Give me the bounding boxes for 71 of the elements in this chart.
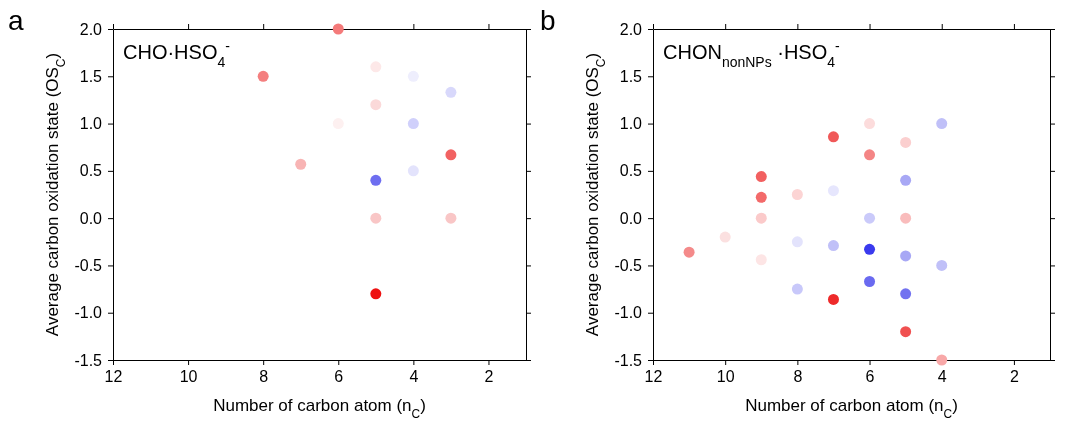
point — [864, 276, 876, 287]
point — [936, 354, 948, 366]
y-tick-label: 1.0 — [619, 115, 643, 133]
x-tick-label: 12 — [644, 368, 663, 386]
x-tick-label: 2 — [1009, 368, 1019, 386]
y-tick-label: 0.5 — [619, 162, 643, 180]
x-tick-label: 4 — [409, 368, 419, 386]
point — [295, 158, 307, 170]
x-tick-label: 6 — [334, 368, 344, 386]
point — [370, 99, 382, 111]
y-tick-label: 0.0 — [619, 209, 643, 227]
y-tick-label: 2.0 — [619, 20, 643, 38]
point — [900, 288, 912, 300]
point — [332, 23, 344, 35]
point — [900, 250, 912, 262]
y-tick-label: 2.0 — [79, 20, 103, 38]
point — [864, 243, 876, 255]
point — [719, 231, 731, 243]
text: a — [8, 5, 24, 36]
x-tick-label: 4 — [937, 368, 947, 386]
x-tick-label: 2 — [484, 368, 494, 386]
x-axis-title: Number of carbon atom (n$_{C}$) — [213, 396, 426, 421]
point — [755, 171, 767, 183]
point — [370, 174, 382, 186]
point — [791, 189, 803, 200]
y-tick-label: 0.5 — [79, 162, 103, 180]
point — [827, 293, 839, 305]
x-tick-label: 10 — [716, 368, 735, 386]
y-tick-label: -0.5 — [614, 257, 643, 275]
y-tick-label: 1.5 — [79, 67, 103, 85]
x-tick-label: 12 — [104, 368, 123, 386]
point — [445, 86, 457, 98]
y-tick-label: -1.0 — [74, 304, 103, 322]
point — [864, 149, 876, 161]
point — [370, 212, 382, 224]
point — [445, 212, 457, 224]
point — [827, 240, 839, 252]
x-tick-label: 6 — [865, 368, 875, 386]
point — [791, 236, 803, 248]
x-axis-title: Number of carbon atom (n$_{C}$) — [745, 396, 958, 421]
y-tick-label: 0.0 — [79, 209, 103, 227]
x-tick-label: 10 — [179, 368, 198, 386]
point — [900, 137, 912, 148]
point — [257, 70, 269, 82]
y-tick-label: -1.5 — [74, 351, 103, 369]
x-tick-label: 8 — [259, 368, 269, 386]
x-tick-label: 8 — [793, 368, 803, 386]
point — [936, 118, 948, 130]
point — [755, 254, 767, 266]
point — [370, 288, 382, 300]
point — [407, 165, 419, 177]
point — [791, 283, 803, 295]
point — [864, 118, 876, 130]
y-tick-label: -1.0 — [614, 304, 643, 322]
point — [900, 326, 912, 338]
y-tick-label: -0.5 — [74, 257, 103, 275]
point — [755, 191, 767, 203]
point — [755, 212, 767, 224]
y-tick-label: -1.5 — [614, 351, 643, 369]
point — [827, 131, 839, 143]
y-tick-label: 1.5 — [619, 67, 643, 85]
point — [683, 246, 695, 258]
point — [864, 212, 876, 224]
point — [407, 118, 419, 130]
point — [936, 259, 948, 271]
text: b — [540, 5, 556, 36]
y-tick-label: 1.0 — [79, 115, 103, 133]
point — [445, 149, 457, 161]
point — [900, 212, 912, 224]
point — [900, 174, 912, 186]
point — [827, 185, 839, 197]
